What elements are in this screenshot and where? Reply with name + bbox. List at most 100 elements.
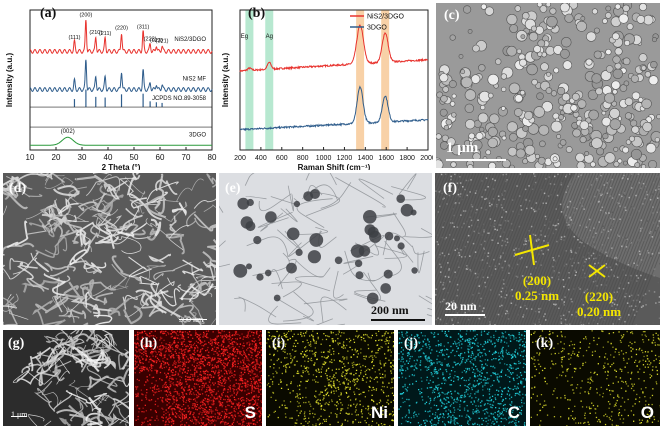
eds-map-dot bbox=[332, 381, 335, 383]
hrtem-noise bbox=[553, 303, 555, 305]
eds-map-dot bbox=[227, 388, 229, 391]
eds-map-dot bbox=[159, 367, 161, 369]
eds-map-dot bbox=[377, 408, 379, 410]
hrtem-noise bbox=[602, 210, 604, 212]
hrtem-noise bbox=[456, 312, 459, 314]
tem-wrinkle bbox=[418, 295, 432, 317]
eds-map-dot bbox=[393, 399, 394, 402]
hrtem-noise bbox=[505, 173, 507, 176]
eds-map-dot bbox=[325, 388, 327, 391]
eds-map-dot bbox=[142, 422, 144, 424]
eds-map-dot bbox=[194, 404, 196, 407]
eds-map-dot bbox=[197, 391, 199, 393]
eds-map-dot bbox=[429, 420, 431, 423]
eds-map-dot bbox=[172, 420, 174, 422]
eds-map-dot bbox=[502, 350, 504, 352]
eds-map-dot bbox=[240, 351, 242, 353]
hrtem-noise bbox=[489, 218, 492, 220]
eds-map-dot bbox=[235, 330, 237, 333]
eds-map-dot bbox=[310, 405, 312, 407]
eds-map-dot bbox=[206, 354, 208, 356]
eds-map-dot bbox=[252, 419, 255, 422]
sem-particle bbox=[605, 12, 612, 19]
eds-map-dot bbox=[212, 420, 215, 422]
eds-map-dot bbox=[209, 423, 211, 425]
eds-map-dot bbox=[312, 424, 314, 426]
eds-map-dot bbox=[284, 348, 286, 351]
eds-map-dot bbox=[140, 332, 142, 334]
eds-map-dot bbox=[364, 420, 366, 422]
eds-map-dot bbox=[184, 371, 186, 373]
eds-map-dot bbox=[239, 383, 241, 385]
eds-map-dot bbox=[165, 386, 167, 389]
eds-map-dot bbox=[382, 381, 384, 383]
eds-map-dot bbox=[343, 382, 345, 384]
eds-map-dot bbox=[255, 346, 257, 349]
eds-map-dot bbox=[191, 344, 193, 347]
raman-xtick-label: 600 bbox=[276, 155, 288, 162]
eds-map-dot bbox=[187, 345, 189, 348]
eds-map-dot bbox=[182, 368, 184, 370]
eds-map-dot bbox=[170, 352, 173, 354]
eds-map-dot bbox=[146, 333, 148, 336]
eds-map-dot bbox=[172, 354, 174, 356]
eds-map-dot bbox=[387, 346, 389, 348]
eds-map-dot bbox=[252, 340, 254, 342]
eds-map-dot bbox=[261, 382, 262, 384]
eds-map-dot bbox=[371, 357, 374, 359]
hrtem-noise bbox=[653, 275, 655, 277]
eds-map-dot bbox=[211, 347, 214, 350]
hrtem-noise bbox=[448, 194, 451, 197]
eds-map-dot bbox=[303, 365, 305, 367]
eds-map-dot bbox=[240, 375, 242, 377]
hrtem-noise bbox=[594, 273, 597, 276]
eds-map-dot bbox=[284, 364, 286, 366]
eds-map-dot bbox=[245, 386, 247, 388]
eds-map-dot bbox=[248, 403, 250, 405]
eds-map-dot bbox=[204, 411, 206, 413]
eds-map-dot bbox=[182, 392, 184, 394]
panel-f-hrtem: (f) (200) 0.25 nm (220) 0.20 nm 20 nm bbox=[435, 173, 660, 325]
sem-sheet bbox=[148, 253, 171, 264]
eds-map-dot bbox=[231, 372, 233, 374]
sem-particle bbox=[516, 48, 522, 54]
eds-map-dot bbox=[254, 417, 256, 420]
eds-map-dot bbox=[306, 380, 308, 382]
eds-map-dot bbox=[315, 340, 317, 343]
eds-map-dot bbox=[152, 355, 154, 357]
hrtem-noise bbox=[524, 304, 526, 307]
eds-map-dot bbox=[156, 385, 159, 387]
eds-map-dot bbox=[333, 390, 335, 392]
eds-map-dot bbox=[138, 407, 140, 410]
eds-map-dot bbox=[352, 380, 354, 382]
hrtem-noise bbox=[528, 230, 530, 232]
eds-map-dot bbox=[383, 333, 386, 335]
eds-map-dot bbox=[367, 407, 370, 409]
eds-map-dot bbox=[307, 379, 309, 381]
sem-particle bbox=[440, 95, 448, 103]
eds-map-dot bbox=[254, 350, 256, 352]
eds-map-dot bbox=[217, 347, 219, 349]
eds-map-dot bbox=[279, 379, 282, 381]
hrtem-noise bbox=[503, 231, 505, 233]
eds-map-dot bbox=[245, 366, 247, 369]
eds-map-dot bbox=[246, 349, 248, 351]
eds-map-dot bbox=[389, 336, 391, 338]
eds-map-dot bbox=[321, 422, 324, 424]
eds-map-dot bbox=[155, 380, 157, 382]
tem-particle bbox=[380, 283, 391, 294]
eds-map-dot bbox=[154, 388, 156, 390]
eds-map-dot bbox=[300, 333, 302, 335]
eds-map-dot bbox=[317, 398, 319, 401]
eds-map-dot bbox=[220, 417, 222, 419]
eds-map-dot bbox=[231, 363, 234, 365]
eds-map-dot bbox=[254, 364, 256, 366]
sem-sheet bbox=[83, 262, 107, 273]
eds-map-dot bbox=[241, 390, 243, 392]
sem-sheet bbox=[52, 185, 80, 197]
sem-particle bbox=[618, 13, 629, 24]
hrtem-noise bbox=[552, 257, 554, 259]
eds-map-dot bbox=[259, 416, 261, 419]
eds-map-dot bbox=[164, 363, 166, 365]
eds-map-dot bbox=[181, 331, 183, 333]
